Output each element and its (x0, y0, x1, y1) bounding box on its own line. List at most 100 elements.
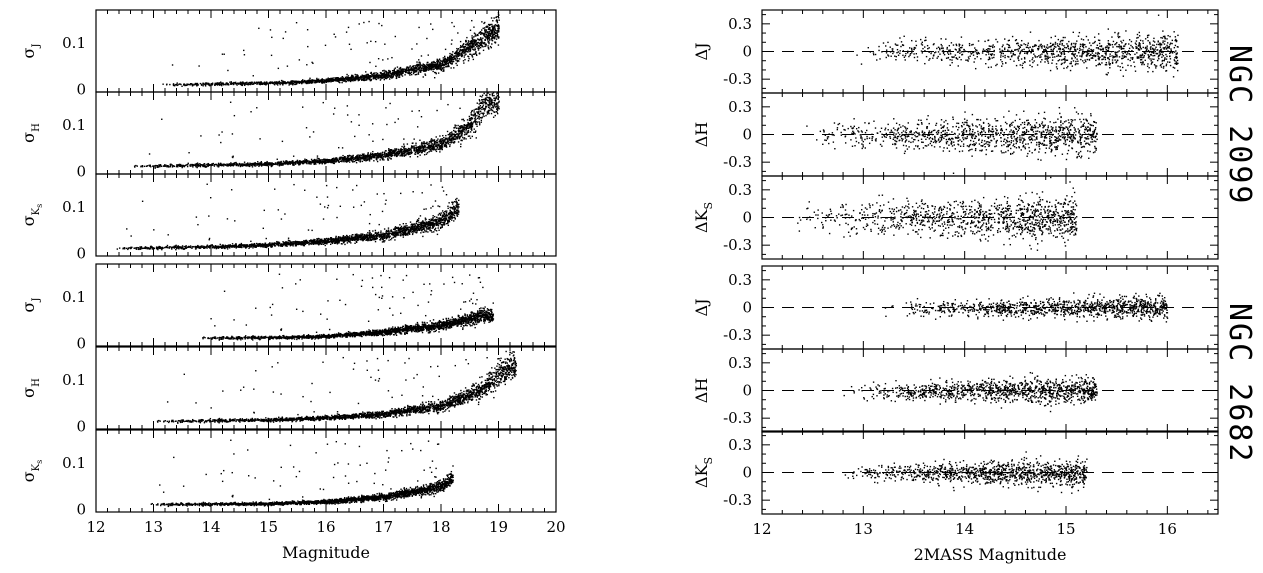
data-point (430, 184, 432, 186)
data-point (460, 125, 462, 127)
data-point (418, 26, 420, 29)
data-point (484, 35, 486, 38)
data-point (471, 135, 473, 138)
data-point (485, 94, 487, 96)
data-point (385, 107, 387, 109)
data-point (450, 137, 453, 140)
data-point (457, 49, 459, 51)
data-point (377, 231, 380, 234)
data-point (462, 43, 465, 45)
data-point (195, 83, 197, 85)
data-point (190, 163, 192, 166)
data-point (422, 76, 424, 78)
data-point (493, 99, 496, 102)
data-point (391, 56, 393, 59)
data-point (227, 69, 229, 72)
data-point (249, 82, 252, 84)
data-point (260, 162, 262, 164)
data-point (432, 70, 434, 73)
data-point (494, 114, 496, 117)
data-point (196, 165, 198, 167)
data-point (396, 154, 399, 156)
data-point (469, 123, 472, 125)
data-point (488, 31, 491, 33)
data-point (217, 83, 220, 86)
data-point (289, 162, 292, 165)
data-point (399, 149, 402, 151)
data-point (361, 235, 363, 237)
data-point (278, 164, 281, 166)
data-point (381, 24, 383, 27)
data-point (180, 164, 183, 167)
data-point (404, 153, 406, 156)
data-point (449, 133, 451, 136)
data-point (447, 133, 449, 136)
data-point (474, 35, 476, 37)
data-point (448, 57, 450, 59)
data-point (393, 72, 395, 75)
data-point (188, 152, 190, 154)
data-point (497, 11, 500, 14)
data-point (441, 63, 444, 65)
data-point (217, 162, 220, 165)
data-point (372, 72, 375, 75)
data-point (402, 229, 405, 231)
data-point (342, 158, 345, 161)
data-point (490, 109, 493, 111)
data-point (279, 82, 281, 85)
data-point (482, 49, 485, 52)
data-point (435, 63, 437, 66)
data-point (250, 164, 252, 167)
data-point (445, 138, 447, 141)
data-point (159, 164, 161, 167)
data-point (438, 63, 441, 66)
data-point (239, 165, 242, 168)
data-point (427, 146, 430, 149)
data-point (421, 148, 423, 150)
data-point (394, 67, 397, 69)
data-point (466, 36, 468, 39)
data-point (476, 102, 478, 104)
data-point (323, 158, 326, 161)
data-point (483, 108, 485, 110)
data-point (428, 144, 430, 147)
data-point (457, 60, 459, 62)
data-point (455, 131, 457, 133)
data-point (461, 129, 463, 131)
data-point (401, 145, 403, 148)
data-point (216, 163, 218, 166)
data-point (296, 82, 298, 84)
data-point (478, 52, 481, 55)
data-point (316, 161, 319, 163)
data-point (367, 154, 369, 157)
data-point (489, 35, 492, 37)
data-point (311, 161, 314, 163)
data-point (398, 76, 401, 78)
data-point (445, 142, 448, 144)
data-point (478, 122, 481, 124)
data-point (395, 154, 398, 157)
data-point (339, 79, 342, 82)
data-point (472, 43, 474, 45)
data-point (440, 138, 442, 140)
data-point (467, 122, 469, 125)
data-point (368, 78, 371, 81)
data-point (408, 228, 410, 231)
data-point (465, 124, 468, 127)
data-point (331, 157, 334, 160)
data-point (328, 161, 330, 163)
data-point (368, 134, 370, 136)
data-point (429, 150, 431, 152)
data-point (327, 159, 329, 161)
data-point (240, 163, 243, 165)
data-point (323, 79, 325, 82)
data-point (292, 155, 295, 157)
data-point (273, 82, 276, 84)
data-point (454, 130, 456, 133)
data-point (436, 109, 438, 112)
data-point (448, 136, 451, 138)
data-point (427, 147, 429, 149)
data-point (467, 135, 470, 137)
data-point (363, 79, 366, 82)
data-point (437, 61, 440, 63)
